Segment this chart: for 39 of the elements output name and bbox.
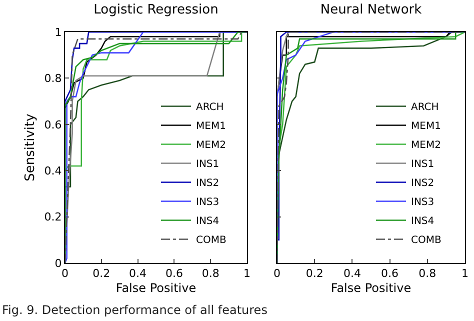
legend-label: INS3: [196, 197, 220, 208]
x-tick-label: 0.8: [202, 267, 220, 280]
legend-label: INS2: [411, 178, 434, 190]
y-tick-label: 0.4: [44, 164, 62, 178]
y-tick-label: 0.6: [44, 118, 62, 132]
x-axis-title: False Positive: [116, 281, 196, 296]
x-tick-label: 0.4: [343, 267, 361, 280]
x-tick-label: 0.6: [165, 267, 183, 280]
x-tick-label: 0.2: [306, 267, 324, 280]
legend-label: INS2: [196, 178, 220, 190]
x-tick-label: 0.8: [418, 267, 436, 280]
x-tick-label: 0.2: [92, 267, 110, 280]
legend-label: INS1: [196, 159, 220, 170]
x-tick-label: 0: [274, 267, 280, 280]
y-tick-label: 0: [54, 256, 62, 270]
y-tick-label: 0.8: [44, 72, 62, 86]
y-axis-title: Sensitivity: [23, 113, 38, 182]
legend-label: ARCH: [196, 102, 224, 114]
legend-label: INS1: [411, 159, 434, 170]
x-tick-label: 0.6: [381, 267, 399, 280]
x-tick-label: 1: [462, 267, 468, 280]
y-tick-label: 0.2: [44, 210, 62, 224]
x-axis-title: False Positive: [330, 281, 412, 296]
legend-label: MEM2: [411, 140, 441, 152]
legend-label: MEM2: [196, 140, 226, 152]
y-tick-label: 1: [54, 26, 62, 39]
caption: Fig. 9. Detection performance of all features: [2, 303, 268, 317]
legend-label: COMB: [411, 235, 442, 246]
x-tick-label: 1: [244, 267, 250, 280]
x-tick-label: 0.4: [129, 267, 147, 280]
legend-label: ARCH: [411, 102, 439, 114]
chart-title: Logistic Regression: [94, 2, 218, 18]
legend-label: COMB: [196, 235, 226, 246]
legend-label: INS4: [411, 216, 434, 228]
legend-label: INS4: [196, 216, 220, 228]
chart-title: Neural Network: [320, 2, 422, 18]
legend-label: MEM1: [196, 121, 226, 132]
legend-label: INS3: [411, 197, 434, 208]
legend-label: MEM1: [411, 121, 441, 132]
